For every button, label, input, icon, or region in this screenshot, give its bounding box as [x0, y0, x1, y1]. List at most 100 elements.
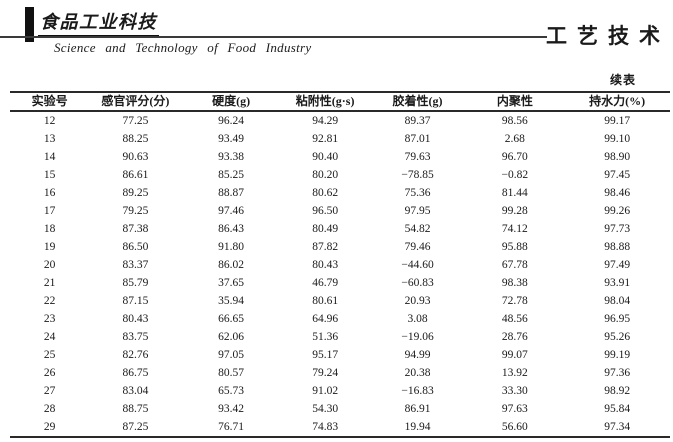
table-cell: 96.95 — [604, 313, 631, 325]
table-cell: 14 — [43, 151, 56, 163]
table-cell: 16 — [43, 187, 56, 199]
table-cell: 89.25 — [122, 187, 149, 199]
table-cell: 97.95 — [404, 205, 431, 217]
table-cell: 99.17 — [604, 115, 631, 127]
table-cell: 91.80 — [218, 241, 245, 253]
table-cell: 28.76 — [501, 331, 528, 343]
table-cell: 96.50 — [312, 205, 339, 217]
table-cell: 86.91 — [404, 403, 431, 415]
table-cell: 86.61 — [122, 169, 149, 181]
table-row: 16 89.25 88.87 80.62 75.36 81.44 98.46 — [10, 184, 670, 202]
table-cell: 51.36 — [312, 331, 339, 343]
table-cell: 93.91 — [604, 277, 631, 289]
table-cell: 15 — [43, 169, 56, 181]
table-row: 29 87.25 76.71 74.83 19.94 56.60 97.34 — [10, 418, 670, 437]
table-cell: 54.82 — [404, 223, 431, 235]
table-cell: 91.02 — [312, 385, 339, 397]
table-cell: 21 — [43, 277, 56, 289]
table-cell: 87.01 — [404, 133, 431, 145]
table-cell: 67.78 — [501, 259, 528, 271]
table-cell: 97.73 — [604, 223, 631, 235]
table-cell: 80.20 — [312, 169, 339, 181]
table-cell: 98.56 — [501, 115, 528, 127]
table-cell: 97.63 — [501, 403, 528, 415]
table-cell: 99.19 — [604, 349, 631, 361]
table-cell: −0.82 — [501, 169, 529, 181]
table-cell: 92.81 — [312, 133, 339, 145]
table-cell: 65.73 — [218, 385, 245, 397]
section-title-cn: 工艺技术 — [546, 24, 670, 48]
table-cell: 99.26 — [604, 205, 631, 217]
table-cell: 80.62 — [312, 187, 339, 199]
table-cell: 95.17 — [312, 349, 339, 361]
table-cell: 35.94 — [218, 295, 245, 307]
table-cell: 79.46 — [404, 241, 431, 253]
column-header: 硬度(g) — [181, 92, 281, 112]
table-cell: 66.65 — [218, 313, 245, 325]
table-cell: 88.25 — [122, 133, 149, 145]
table-row: 12 77.25 96.24 94.29 89.37 98.56 99.17 — [10, 111, 670, 130]
table-cell: 56.60 — [501, 421, 528, 433]
table-cell: 62.06 — [218, 331, 245, 343]
journal-logo-cn: 食品工业科技 — [38, 8, 159, 37]
table-cell: 90.63 — [122, 151, 149, 163]
table-cell: 80.49 — [312, 223, 339, 235]
table-cell: 98.92 — [604, 385, 631, 397]
table-cell: 89.37 — [404, 115, 431, 127]
table-cell: 33.30 — [501, 385, 528, 397]
table-row: 24 83.75 62.06 51.36 −19.06 28.76 95.26 — [10, 328, 670, 346]
column-header: 粘附性(g·s) — [280, 92, 370, 112]
table-cell: 80.57 — [218, 367, 245, 379]
table-cell: 95.88 — [501, 241, 528, 253]
table-cell: −44.60 — [401, 259, 434, 271]
table-cell: 17 — [43, 205, 56, 217]
table-cell: 85.79 — [122, 277, 149, 289]
table-cell: 94.99 — [404, 349, 431, 361]
table-cell: 72.78 — [501, 295, 528, 307]
table-cell: 20.93 — [404, 295, 431, 307]
results-table: 实验号 感官评分(分) 硬度(g) 粘附性(g·s) 胶着性(g) 内聚性 持水力(%) 1… — [10, 91, 670, 438]
table-cell: 13.92 — [501, 367, 528, 379]
table-cell: 3.08 — [407, 313, 428, 325]
table-header-row: 实验号 感官评分(分) 硬度(g) 粘附性(g·s) 胶着性(g) 内聚性 持水力(%) — [10, 92, 670, 112]
table-cell: 97.46 — [218, 205, 245, 217]
table-cell: 95.26 — [604, 331, 631, 343]
table-row: 27 83.04 65.73 91.02 −16.83 33.30 98.92 — [10, 382, 670, 400]
table-cell: 97.36 — [604, 367, 631, 379]
table-cell: −19.06 — [401, 331, 434, 343]
table-cell: 83.37 — [122, 259, 149, 271]
table-cell: 77.25 — [122, 115, 149, 127]
table-cell: 19 — [43, 241, 56, 253]
table-cell: 85.25 — [218, 169, 245, 181]
column-header: 实验号 — [10, 92, 90, 112]
table-cell: 97.05 — [218, 349, 245, 361]
column-header: 感官评分(分) — [89, 92, 182, 112]
table-cell: 98.46 — [604, 187, 631, 199]
table-cell: 28 — [43, 403, 56, 415]
table-cell: 88.87 — [218, 187, 245, 199]
table-cell: 86.02 — [218, 259, 245, 271]
table-cell: −78.85 — [401, 169, 434, 181]
table-row: 23 80.43 66.65 64.96 3.08 48.56 96.95 — [10, 310, 670, 328]
table-cell: 93.49 — [218, 133, 245, 145]
table-cell: 87.25 — [122, 421, 149, 433]
table-cell: 80.61 — [312, 295, 339, 307]
table-cell: 86.50 — [122, 241, 149, 253]
table-cell: 23 — [43, 313, 56, 325]
table-cell: 87.38 — [122, 223, 149, 235]
table-row: 21 85.79 37.65 46.79 −60.83 98.38 93.91 — [10, 274, 670, 292]
table-cell: −16.83 — [401, 385, 434, 397]
table-cell: 98.38 — [501, 277, 528, 289]
table-cell: 25 — [43, 349, 56, 361]
table-row: 18 87.38 86.43 80.49 54.82 74.12 97.73 — [10, 220, 670, 238]
table-body: 12 77.25 96.24 94.29 89.37 98.56 99.17 13 88.25 9… — [10, 111, 670, 437]
table-cell: 83.04 — [122, 385, 149, 397]
column-header: 内聚性 — [465, 92, 565, 112]
table-cell: 86.43 — [218, 223, 245, 235]
table-cell: 54.30 — [312, 403, 339, 415]
table-cell: 75.36 — [404, 187, 431, 199]
table-cell: 90.40 — [312, 151, 339, 163]
table-row: 15 86.61 85.25 80.20 −78.85 −0.82 97.45 — [10, 166, 670, 184]
table-cell: 98.88 — [604, 241, 631, 253]
